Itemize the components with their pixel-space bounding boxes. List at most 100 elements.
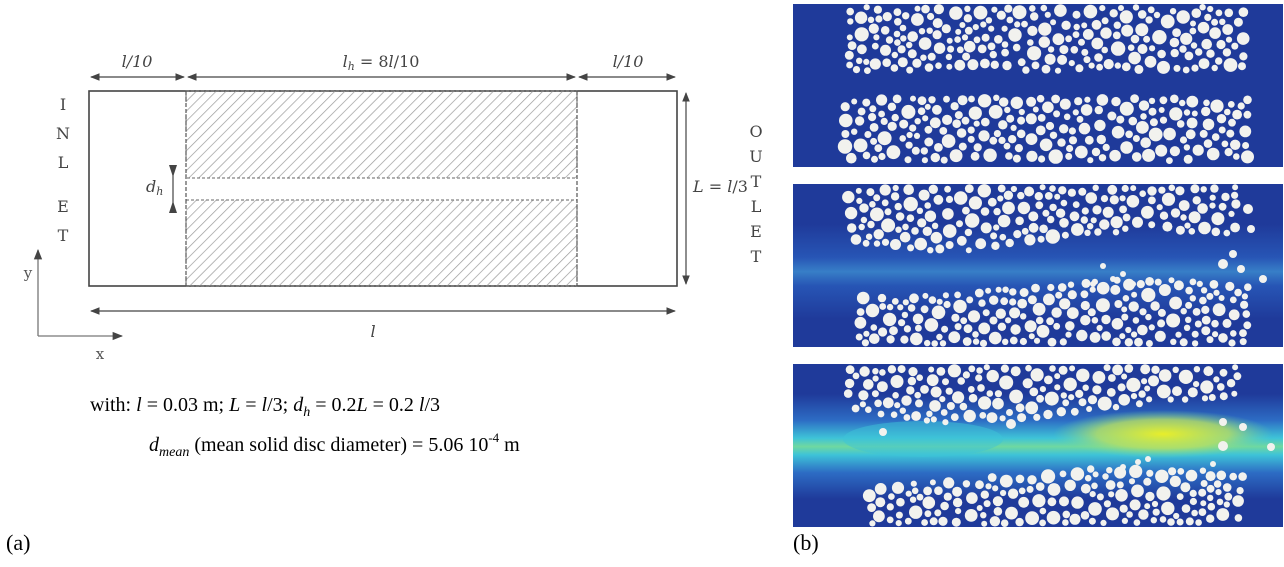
solid-disc xyxy=(1059,98,1071,110)
solid-disc xyxy=(953,299,967,314)
solid-disc xyxy=(1035,125,1046,136)
solid-disc xyxy=(1218,202,1227,211)
particle-heap xyxy=(842,184,1241,254)
solid-disc xyxy=(1047,337,1057,347)
solid-disc xyxy=(1219,18,1226,25)
solid-disc xyxy=(1218,441,1228,451)
solid-disc xyxy=(1111,125,1125,139)
solid-disc xyxy=(1143,477,1152,486)
solid-disc xyxy=(1179,338,1188,347)
solid-disc xyxy=(1027,46,1042,61)
solid-disc xyxy=(1072,201,1080,208)
solid-disc xyxy=(1087,157,1094,164)
solid-disc xyxy=(1080,315,1091,326)
solid-disc xyxy=(994,35,1003,44)
solid-disc xyxy=(877,131,892,146)
solid-disc xyxy=(982,309,990,317)
solid-disc xyxy=(1022,378,1033,389)
solid-disc xyxy=(933,194,944,205)
solid-disc xyxy=(1196,280,1203,287)
solid-disc xyxy=(1014,144,1023,153)
solid-disc xyxy=(1076,329,1088,342)
solid-disc xyxy=(1236,32,1250,45)
particle-heap xyxy=(843,364,1242,426)
solid-disc xyxy=(988,25,995,32)
solid-disc xyxy=(1223,58,1238,72)
solid-disc xyxy=(1189,295,1196,302)
solid-disc xyxy=(1003,190,1014,200)
solid-disc xyxy=(1147,6,1155,14)
solid-disc xyxy=(1150,301,1160,311)
solid-disc xyxy=(901,311,909,319)
solid-disc xyxy=(898,319,906,327)
solid-disc xyxy=(947,45,955,53)
solid-disc xyxy=(874,144,883,153)
solid-disc xyxy=(1203,366,1214,377)
solid-disc xyxy=(1092,385,1102,395)
solid-disc xyxy=(1186,117,1198,129)
solid-disc xyxy=(1015,216,1024,226)
solid-disc xyxy=(933,4,944,15)
solid-disc xyxy=(997,214,1011,228)
solid-disc xyxy=(1239,329,1247,337)
solid-disc xyxy=(941,134,956,148)
solid-disc xyxy=(985,17,993,24)
solid-disc xyxy=(882,397,894,409)
solid-disc xyxy=(1244,283,1252,291)
solid-disc xyxy=(959,22,966,28)
solid-disc xyxy=(1031,283,1040,293)
solid-disc xyxy=(935,62,942,69)
solid-disc xyxy=(1136,121,1149,134)
solid-disc xyxy=(941,325,949,333)
solid-disc xyxy=(928,296,937,304)
solid-disc xyxy=(1003,142,1011,150)
solid-disc xyxy=(846,7,854,16)
solid-disc xyxy=(1010,324,1021,335)
solid-disc xyxy=(1218,259,1228,269)
solid-disc xyxy=(1112,229,1120,236)
solid-disc xyxy=(837,139,853,154)
solid-disc xyxy=(916,374,923,381)
solid-disc xyxy=(1110,41,1126,56)
solid-disc xyxy=(1233,372,1242,381)
solid-disc xyxy=(1159,516,1167,523)
solid-disc xyxy=(840,102,850,112)
solid-disc xyxy=(887,121,897,131)
solid-disc xyxy=(973,143,982,152)
particle-heap xyxy=(844,4,1250,74)
solid-disc xyxy=(934,509,942,517)
solid-disc xyxy=(1114,300,1123,308)
solid-disc xyxy=(1198,221,1211,235)
solid-disc xyxy=(895,212,905,221)
solid-disc xyxy=(873,240,881,247)
solid-disc xyxy=(962,337,972,346)
solid-disc xyxy=(1130,281,1136,287)
solid-disc xyxy=(990,60,999,69)
solid-disc xyxy=(959,402,968,411)
solid-disc xyxy=(1015,474,1025,484)
solid-disc xyxy=(1065,152,1073,160)
solid-disc xyxy=(1009,307,1021,319)
solid-disc xyxy=(879,303,887,310)
solid-disc xyxy=(903,184,914,195)
solid-disc xyxy=(992,397,1004,410)
solid-disc xyxy=(894,402,901,409)
solid-disc xyxy=(907,376,917,386)
solid-disc xyxy=(942,378,949,386)
solid-disc xyxy=(1026,485,1034,493)
solid-disc xyxy=(894,18,902,26)
solid-disc xyxy=(917,96,927,106)
solid-disc xyxy=(1055,208,1066,218)
solid-disc xyxy=(1167,396,1174,403)
solid-disc xyxy=(1137,44,1148,54)
solid-disc xyxy=(842,190,855,204)
solid-disc xyxy=(1228,118,1236,127)
solid-disc xyxy=(1185,469,1198,482)
solid-disc xyxy=(1076,115,1084,123)
solid-disc xyxy=(1184,51,1194,61)
solid-disc xyxy=(1078,398,1087,407)
solid-disc xyxy=(1018,108,1025,116)
solid-disc xyxy=(980,512,987,519)
solid-disc xyxy=(1226,129,1235,138)
solid-disc xyxy=(972,338,980,345)
